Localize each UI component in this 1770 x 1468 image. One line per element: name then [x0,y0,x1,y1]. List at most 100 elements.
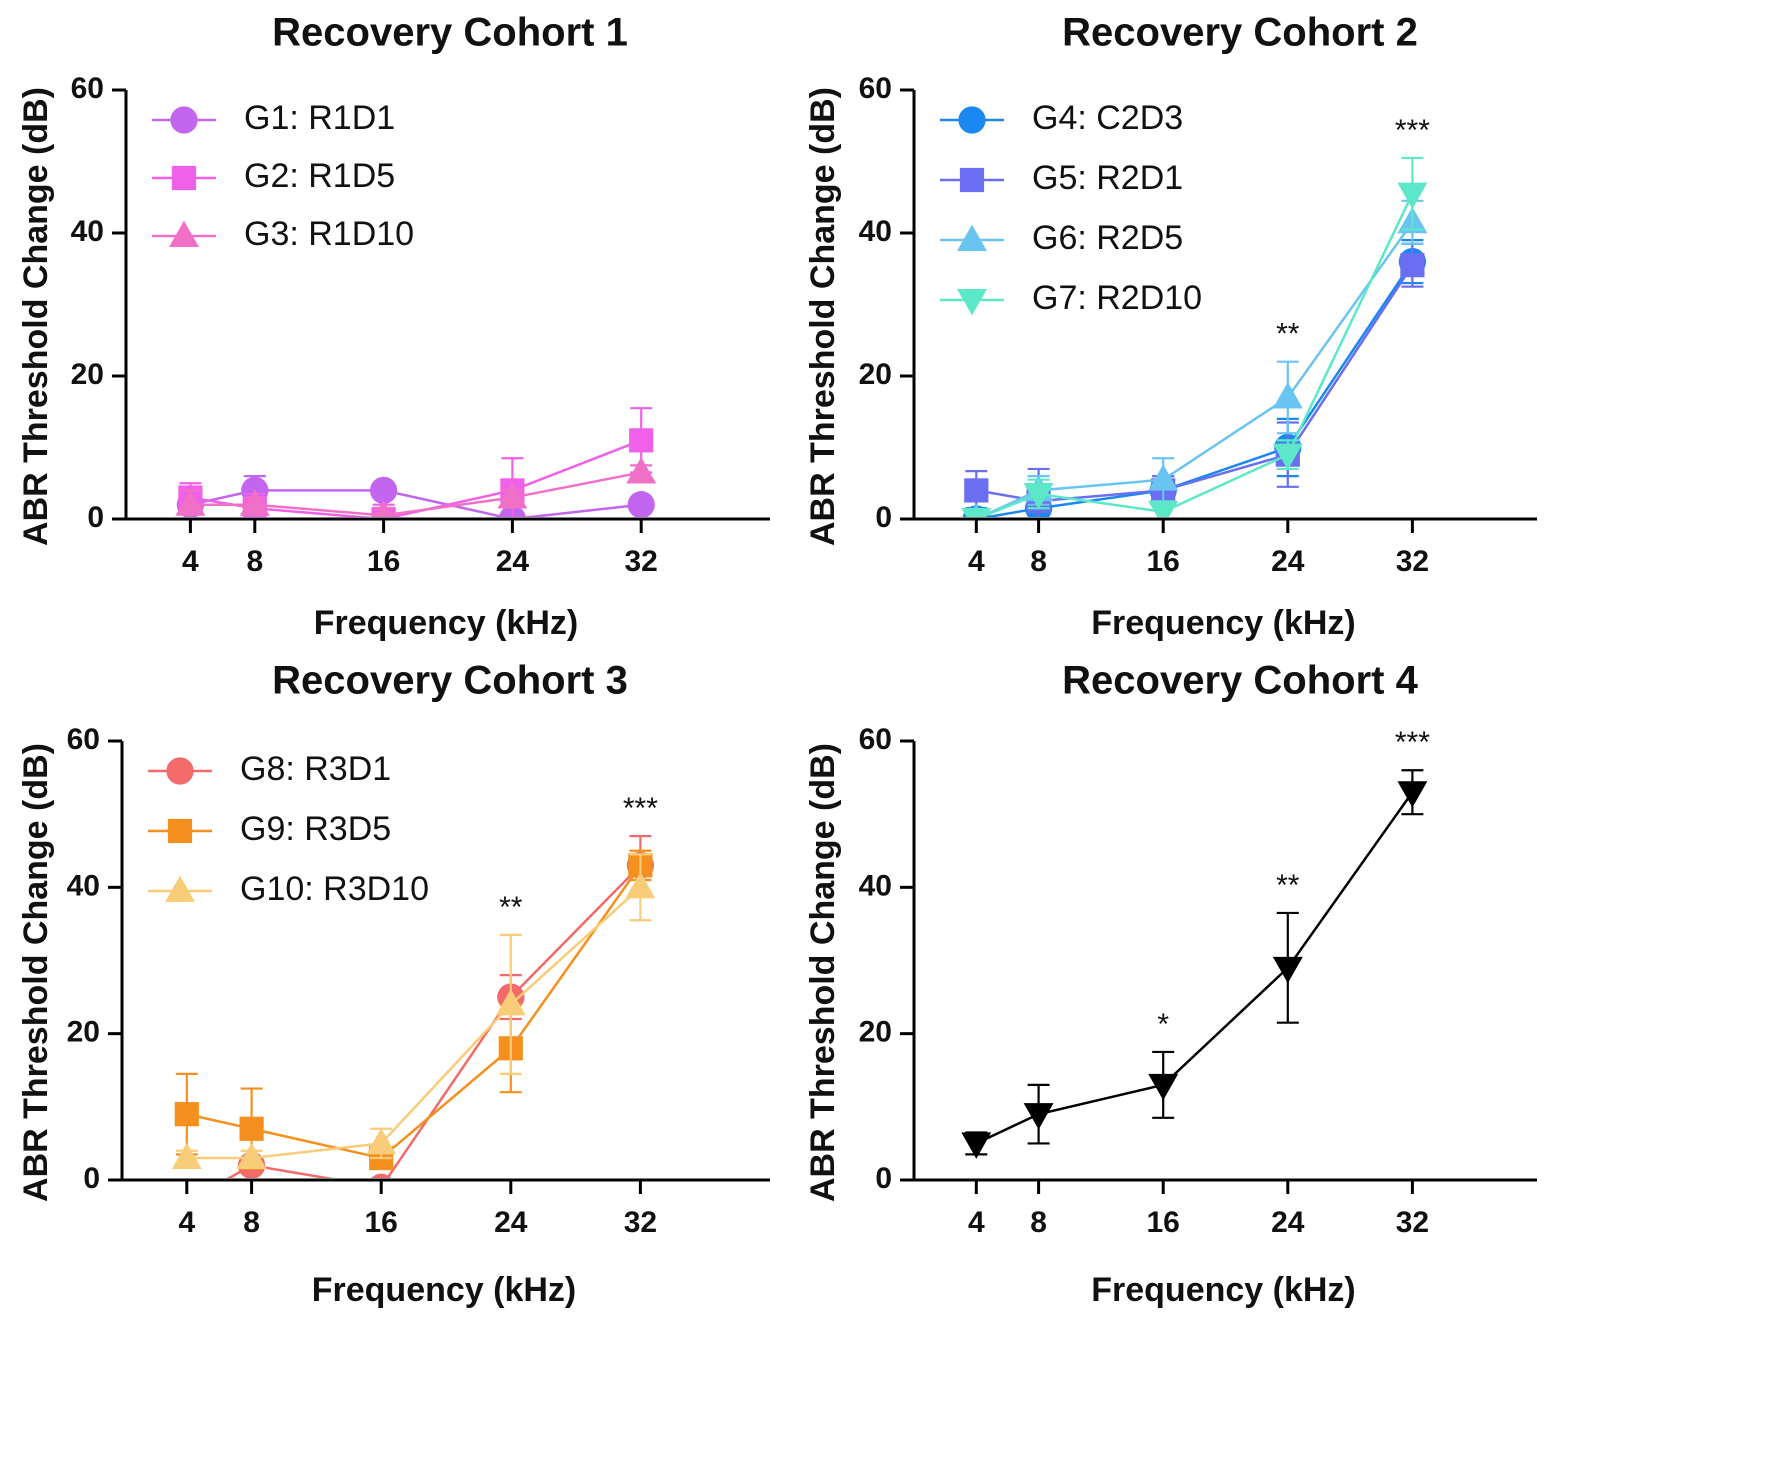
data-point [1023,482,1054,510]
data-point [495,989,526,1016]
x-tick-label: 32 [1396,1206,1429,1239]
legend-label: G7: R2D10 [1032,279,1202,317]
legend-marker [165,875,195,902]
data-point [175,489,206,516]
y-tick-label: 20 [71,358,104,391]
legend-label: G1: R1D1 [244,99,395,137]
legend: G8: R3D1 G9: R3D5 G10: R3D10 [148,750,429,908]
data-point [627,491,655,517]
chart-title: Recovery Cohort 4 [1062,659,1418,703]
legend-marker [170,106,198,134]
x-tick-label: 4 [968,545,985,578]
significance-label: *** [1395,726,1430,759]
x-tick-label: 24 [1271,545,1305,578]
significance-label: ** [1276,869,1300,902]
x-tick-label: 24 [1271,1206,1305,1239]
y-axis-label: ABR Threshold Change (dB) [17,87,55,546]
x-tick-label: 32 [625,545,658,578]
data-point [1272,443,1303,471]
y-tick-label: 0 [875,1162,892,1195]
data-point [961,1132,992,1159]
significance-label: *** [623,792,658,825]
data-point [1272,956,1303,984]
data-point [626,457,657,484]
legend-marker [957,289,987,316]
legend-label: G4: C2D3 [1032,99,1183,137]
plot-area [961,769,1428,1159]
legend-label: G3: R1D10 [244,215,414,253]
legend-label: G6: R2D5 [1032,219,1183,257]
legend-marker [958,106,986,134]
plot-area [961,156,1428,517]
x-tick-label: 16 [367,545,400,578]
data-point [497,482,528,509]
data-point [1400,253,1425,278]
x-tick-label: 4 [968,1206,985,1239]
series-1 [961,769,1428,1159]
x-tick-label: 32 [1396,545,1429,578]
data-point [1023,1103,1054,1130]
y-axis-label: ABR Threshold Change (dB) [804,743,842,1202]
data-point [629,428,654,453]
data-point [1397,182,1428,210]
x-tick-label: 8 [1030,545,1047,578]
legend-label: G8: R3D1 [240,750,391,788]
y-tick-label: 0 [83,1162,100,1195]
significance-label: *** [1395,114,1430,147]
legend-marker [957,224,987,251]
legend-marker [169,220,199,247]
y-axis-label: ABR Threshold Change (dB) [17,743,55,1202]
legend-label: G9: R3D5 [240,810,391,848]
data-point [371,1173,392,1178]
data-point [1148,500,1179,517]
y-tick-label: 40 [71,215,104,248]
legend: G1: R1D1 G2: R1D5 G3: R1D10 [152,99,414,253]
legend-label: G5: R2D1 [1032,159,1183,197]
data-point [1272,382,1303,409]
y-tick-label: 40 [67,869,100,902]
data-point [961,508,992,517]
x-tick-label: 4 [178,1206,195,1239]
data-point [236,1142,267,1170]
significance-label: ** [499,891,523,924]
data-point [369,476,398,505]
data-point [171,1142,202,1170]
y-tick-label: 20 [859,1016,892,1049]
plot-area [175,407,657,517]
data-point [239,1116,264,1141]
chart-title: Recovery Cohort 1 [272,11,628,55]
chart-panel-1: Recovery Cohort 1 0 20 40 60 4 8 16 24 32 Frequenc… [17,11,770,642]
x-axis-label: Frequency (kHz) [1091,1271,1356,1309]
y-tick-label: 40 [859,869,892,902]
y-tick-label: 60 [71,72,104,105]
x-axis-label: Frequency (kHz) [312,1271,577,1309]
data-point [174,1102,199,1127]
series-3 [175,457,657,517]
data-point [366,1128,397,1155]
chart-panel-4: Recovery Cohort 4 0 20 40 60 4 8 16 24 32 Frequenc… [804,659,1537,1309]
significance-label: ** [1276,318,1300,351]
x-tick-label: 8 [243,1206,260,1239]
x-tick-label: 16 [365,1206,398,1239]
legend-label: G2: R1D5 [244,157,395,195]
data-point [964,478,989,503]
data-point [625,871,656,899]
x-tick-label: 8 [1030,1206,1047,1239]
legend-label: G10: R3D10 [240,870,429,908]
series-line [977,221,1414,517]
x-tick-label: 32 [624,1206,657,1239]
x-axis-label: Frequency (kHz) [314,604,579,642]
significance-label: * [1157,1008,1169,1041]
plot-area [171,835,656,1178]
x-tick-label: 24 [496,545,530,578]
y-tick-label: 60 [859,723,892,756]
legend-marker [959,167,985,193]
y-axis-label: ABR Threshold Change (dB) [804,87,842,546]
data-point [1397,781,1428,808]
x-tick-label: 4 [182,545,199,578]
y-tick-label: 0 [875,501,892,534]
y-tick-label: 0 [87,501,104,534]
legend: G4: C2D3 G5: R2D1 G6: R2D5 G7: R2D10 [940,99,1202,317]
series-3 [171,853,656,1170]
